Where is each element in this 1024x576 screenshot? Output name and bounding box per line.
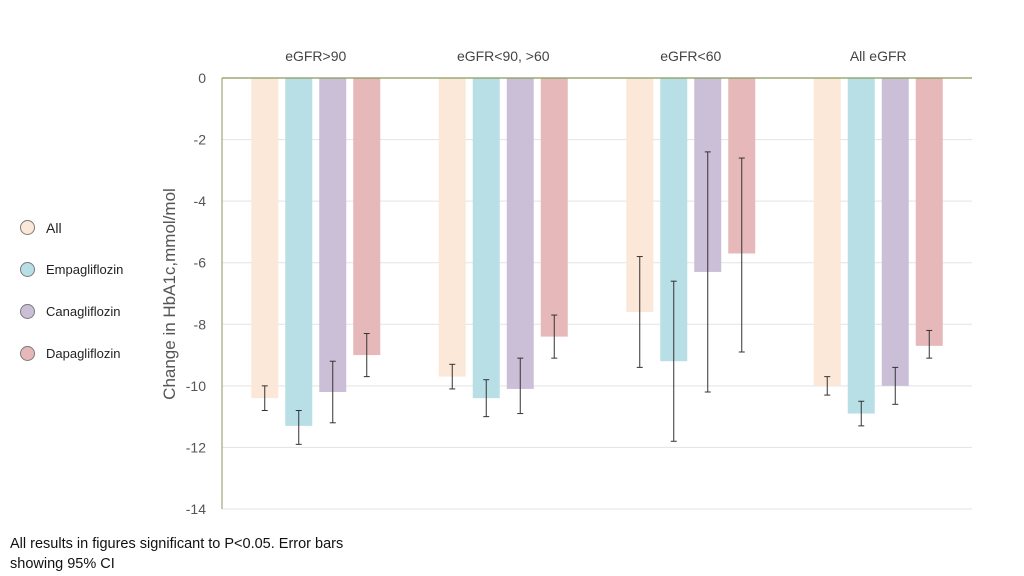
legend-swatch-canagliflozin xyxy=(20,304,35,319)
footnote: All results in figures significant to P<… xyxy=(10,536,344,572)
legend-swatch-all xyxy=(20,220,35,235)
category-label: eGFR<60 xyxy=(660,48,721,64)
bar xyxy=(813,78,841,386)
legend-label-dapagliflozin: Dapagliflozin xyxy=(46,346,121,361)
bar xyxy=(472,78,500,399)
legend-item-all: All xyxy=(20,217,170,238)
y-tick-label: -8 xyxy=(194,316,207,332)
bar xyxy=(438,78,466,377)
bar xyxy=(915,78,943,346)
legend-swatch-empagliflozin xyxy=(20,262,35,277)
legend-swatch-dapagliflozin xyxy=(20,346,35,361)
bar xyxy=(353,78,381,356)
y-tick-label: -2 xyxy=(194,132,207,148)
bar xyxy=(540,78,568,337)
bar xyxy=(506,78,534,389)
y-tick-label: -14 xyxy=(186,501,206,517)
y-tick-label: -4 xyxy=(194,193,207,209)
legend-item-empagliflozin: Empagliflozin xyxy=(20,259,170,280)
category-label: eGFR>90 xyxy=(285,48,346,64)
chart-legend: All Empagliflozin Canagliflozin Dapaglif… xyxy=(20,217,170,385)
bar xyxy=(881,78,909,386)
bar xyxy=(319,78,347,393)
category-label: eGFR<90, >60 xyxy=(457,48,550,64)
legend-label-all: All xyxy=(46,219,62,236)
y-tick-label: -12 xyxy=(186,439,206,455)
legend-label-canagliflozin: Canagliflozin xyxy=(46,304,121,319)
y-tick-label: -6 xyxy=(194,255,207,271)
legend-item-canagliflozin: Canagliflozin xyxy=(20,301,170,322)
bar xyxy=(285,78,313,426)
y-tick-label: 0 xyxy=(198,70,206,86)
legend-item-dapagliflozin: Dapagliflozin xyxy=(20,343,170,364)
bar xyxy=(251,78,279,399)
category-label: All eGFR xyxy=(850,48,907,64)
y-axis-label: Change in HbA1c,mmol/mol xyxy=(160,188,179,400)
legend-label-empagliflozin: Empagliflozin xyxy=(46,262,124,277)
y-tick-label: -10 xyxy=(186,378,206,394)
bar xyxy=(847,78,875,414)
